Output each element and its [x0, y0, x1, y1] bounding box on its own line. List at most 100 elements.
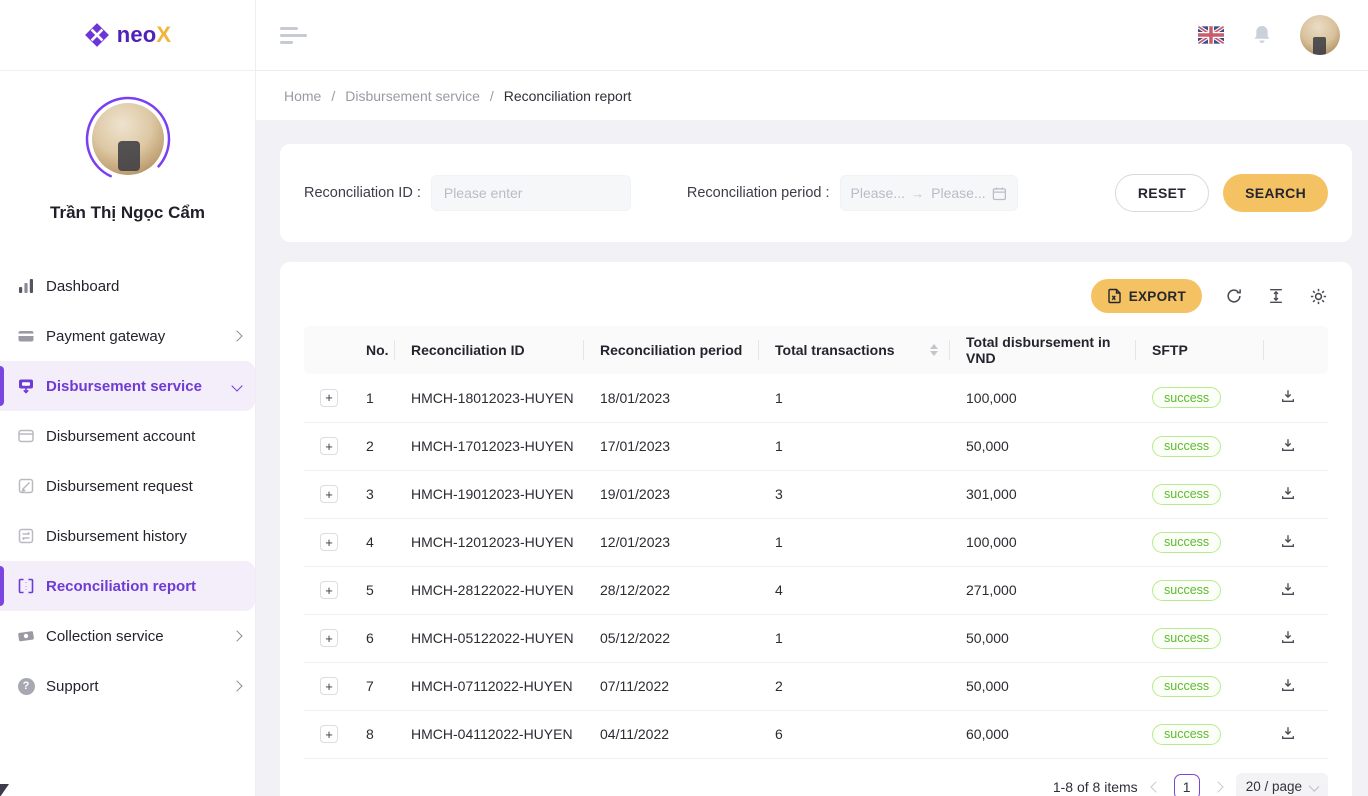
brand-logo[interactable]: neoX: [0, 0, 255, 71]
reload-icon[interactable]: [1224, 286, 1244, 306]
sidebar-item-disbursement-history[interactable]: Disbursement history: [0, 511, 255, 561]
cell-reconciliation-id: HMCH-05122022-HUYEN: [395, 614, 584, 662]
sftp-status-badge: success: [1152, 484, 1221, 505]
download-icon[interactable]: [1280, 629, 1296, 645]
page-size-select[interactable]: 20 / page: [1236, 773, 1328, 796]
cell-total-transactions: 1: [759, 374, 950, 422]
cell-reconciliation-period: 18/01/2023: [584, 374, 759, 422]
sidebar-item-collection-service[interactable]: Collection service: [0, 611, 255, 661]
col-reconciliation-id: Reconciliation ID: [395, 326, 584, 374]
cell-reconciliation-id: HMCH-17012023-HUYEN: [395, 422, 584, 470]
breadcrumb-home[interactable]: Home: [284, 88, 321, 104]
reconciliation-period-label: Reconciliation period :: [687, 185, 830, 201]
sidebar-collapse-icon[interactable]: [280, 27, 307, 44]
export-button[interactable]: EXPORT: [1091, 279, 1202, 313]
bar-chart-icon: [16, 276, 36, 296]
search-button[interactable]: SEARCH: [1223, 174, 1328, 212]
expand-row-button[interactable]: +: [320, 389, 338, 407]
download-icon[interactable]: [1280, 533, 1296, 549]
calendar-icon: [992, 186, 1007, 201]
sidebar-menu: Dashboard Payment gateway Disbursement s…: [0, 261, 255, 711]
reconciliation-period-range-picker[interactable]: Please... → Please...: [840, 175, 1018, 211]
col-total-transactions[interactable]: Total transactions: [759, 326, 950, 374]
sftp-status-badge: success: [1152, 387, 1221, 408]
cell-total-transactions: 4: [759, 566, 950, 614]
expand-row-button[interactable]: +: [320, 725, 338, 743]
download-icon[interactable]: [1280, 725, 1296, 741]
cell-no: 5: [350, 566, 395, 614]
sidebar-item-payment-gateway[interactable]: Payment gateway: [0, 311, 255, 361]
cell-reconciliation-period: 07/11/2022: [584, 662, 759, 710]
expand-row-button[interactable]: +: [320, 533, 338, 551]
expand-row-button[interactable]: +: [320, 485, 338, 503]
download-icon[interactable]: [1280, 388, 1296, 404]
cell-total-transactions: 6: [759, 710, 950, 758]
cell-no: 8: [350, 710, 395, 758]
col-no: No.: [350, 326, 395, 374]
sidebar-item-disbursement-account[interactable]: Disbursement account: [0, 411, 255, 461]
cell-total-disbursement: 301,000: [950, 470, 1136, 518]
banknote-icon: [16, 626, 36, 646]
content-area: Reconciliation ID : Reconciliation perio…: [256, 120, 1368, 796]
breadcrumb-disbursement-service[interactable]: Disbursement service: [345, 88, 480, 104]
edit-icon: [16, 476, 36, 496]
brand-logo-icon: [84, 22, 110, 48]
cell-reconciliation-id: HMCH-07112022-HUYEN: [395, 662, 584, 710]
sidebar-item-reconciliation-report[interactable]: Reconciliation report: [0, 561, 255, 611]
user-avatar-image: [92, 103, 164, 175]
cell-reconciliation-period: 19/01/2023: [584, 470, 759, 518]
column-height-icon[interactable]: [1266, 286, 1286, 306]
col-total-disbursement: Total disbursement in VND: [950, 326, 1136, 374]
notifications-bell-icon[interactable]: [1250, 23, 1274, 47]
reset-button[interactable]: RESET: [1115, 174, 1209, 212]
user-name: Trần Thị Ngọc Cẩm: [50, 203, 205, 223]
language-flag-uk[interactable]: [1198, 26, 1224, 44]
export-file-icon: [1107, 288, 1122, 304]
pagination-next-icon[interactable]: [1212, 781, 1223, 792]
table-row: + 6 HMCH-05122022-HUYEN 05/12/2022 1 50,…: [304, 614, 1328, 662]
sidebar-item-disbursement-service[interactable]: Disbursement service: [0, 361, 255, 411]
pagination-page-1[interactable]: 1: [1174, 774, 1200, 796]
settings-gear-icon[interactable]: [1308, 286, 1328, 306]
breadcrumb-current: Reconciliation report: [504, 88, 632, 104]
sidebar-item-disbursement-request[interactable]: Disbursement request: [0, 461, 255, 511]
table-toolbar: EXPORT: [304, 278, 1328, 314]
cell-total-disbursement: 100,000: [950, 374, 1136, 422]
chevron-right-icon: [231, 330, 242, 341]
sftp-status-badge: success: [1152, 580, 1221, 601]
pagination-prev-icon[interactable]: [1150, 781, 1161, 792]
download-icon[interactable]: [1280, 677, 1296, 693]
pagination-summary: 1-8 of 8 items: [1053, 779, 1138, 795]
cell-reconciliation-period: 05/12/2022: [584, 614, 759, 662]
sftp-status-badge: success: [1152, 628, 1221, 649]
user-avatar[interactable]: [84, 95, 172, 183]
sftp-status-badge: success: [1152, 676, 1221, 697]
topbar-user-avatar[interactable]: [1300, 15, 1340, 55]
sort-icon[interactable]: [930, 344, 938, 356]
cell-reconciliation-id: HMCH-28122022-HUYEN: [395, 566, 584, 614]
chevron-down-icon: [231, 380, 242, 391]
download-icon[interactable]: [1280, 581, 1296, 597]
sidebar-item-support[interactable]: ? Support: [0, 661, 255, 711]
credit-card-icon: [16, 326, 36, 346]
brand-logo-text: neoX: [117, 22, 172, 48]
download-icon[interactable]: [1280, 437, 1296, 453]
expand-row-button[interactable]: +: [320, 581, 338, 599]
app-window: neoX Trần Thị Ngọc Cẩm Dashboard: [0, 0, 1368, 796]
cell-reconciliation-id: HMCH-19012023-HUYEN: [395, 470, 584, 518]
chevron-down-icon: [1309, 781, 1320, 792]
download-icon[interactable]: [1280, 485, 1296, 501]
expand-row-button[interactable]: +: [320, 629, 338, 647]
sidebar: neoX Trần Thị Ngọc Cẩm Dashboard: [0, 0, 256, 796]
expand-row-button[interactable]: +: [320, 437, 338, 455]
sidebar-item-dashboard[interactable]: Dashboard: [0, 261, 255, 311]
expand-row-button[interactable]: +: [320, 677, 338, 695]
cell-reconciliation-period: 12/01/2023: [584, 518, 759, 566]
reconciliation-id-input[interactable]: [431, 175, 631, 211]
col-reconciliation-period: Reconciliation period: [584, 326, 759, 374]
cursor-artifact: [0, 784, 9, 796]
chevron-right-icon: [231, 680, 242, 691]
range-arrow-icon: →: [911, 186, 924, 201]
table-row: + 1 HMCH-18012023-HUYEN 18/01/2023 1 100…: [304, 374, 1328, 422]
cell-total-disbursement: 50,000: [950, 662, 1136, 710]
